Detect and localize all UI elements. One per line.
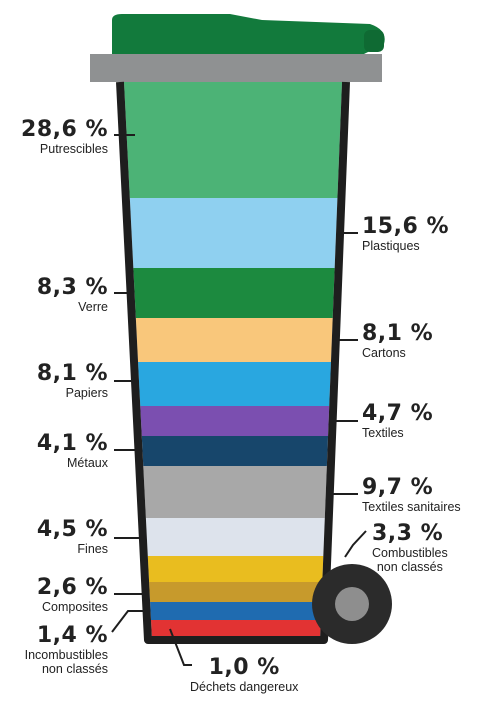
category-percent: 4,1 % [36,431,108,456]
layer-9 [147,556,324,582]
layer-1 [129,198,338,268]
layer-3 [135,318,333,362]
category-label-12: 1,0 % Déchets dangereux [190,655,299,695]
layer-11 [150,602,322,620]
layer-12 [150,620,321,638]
category-name: Incombustibles non classés [24,648,108,676]
category-name: Verre [78,300,108,314]
category-label-8: 4,5 % Fines [36,517,108,557]
category-name: Textiles [362,426,404,440]
category-label-4: 8,1 % Papiers [36,361,108,401]
category-percent: 1,0 % [208,655,280,680]
layer-4 [138,362,331,406]
layer-2 [133,268,335,318]
category-label-6: 4,1 % Métaux [36,431,108,471]
category-label-3: 8,1 % Cartons [362,321,434,361]
category-name: Fines [77,542,108,556]
category-percent: 9,7 % [362,475,434,500]
waste-layers [124,82,342,638]
bin-outline [116,81,350,644]
category-name: Métaux [67,456,108,470]
leader-line-12 [169,628,192,666]
category-label-0: 28,6 % Putrescibles [21,117,108,157]
category-percent: 8,1 % [36,361,108,386]
category-label-7: 9,7 % Textiles sanitaires [362,475,461,515]
category-percent: 28,6 % [21,117,108,142]
category-label-11: 1,4 % Incombustibles non classés [24,623,108,677]
category-label-5: 4,7 % Textiles [362,401,434,441]
category-name: Composites [42,600,108,614]
category-label-9: 3,3 % Combustibles non classés [372,521,448,575]
layer-10 [149,582,323,602]
category-percent: 1,4 % [36,623,108,648]
layer-6 [141,436,329,466]
category-name: Textiles sanitaires [362,500,461,514]
category-name: Combustibles non classés [372,546,448,574]
layer-8 [145,518,325,556]
category-percent: 15,6 % [362,214,449,239]
category-label-10: 2,6 % Composites [36,575,108,615]
category-percent: 8,1 % [362,321,434,346]
layer-0 [124,82,342,198]
category-percent: 3,3 % [372,521,444,546]
leader-line-9 [344,530,367,558]
bin-rim [90,54,382,82]
category-name: Papiers [65,386,108,400]
category-percent: 8,3 % [36,275,108,300]
leader-lines [111,134,367,666]
category-label-1: 15,6 % Plastiques [362,214,449,254]
bin-lid-handle [364,30,384,52]
category-name: Plastiques [362,239,420,253]
layer-5 [140,406,330,436]
bin-lid [112,14,385,56]
category-percent: 4,5 % [36,517,108,542]
category-percent: 4,7 % [362,401,434,426]
category-label-2: 8,3 % Verre [36,275,108,315]
category-name: Cartons [362,346,406,360]
bin-wheel-hub [335,587,369,621]
leader-line-11 [111,610,150,633]
category-name: Putrescibles [39,142,108,156]
layer-7 [143,466,327,518]
category-name: Déchets dangereux [190,680,299,694]
category-percent: 2,6 % [36,575,108,600]
